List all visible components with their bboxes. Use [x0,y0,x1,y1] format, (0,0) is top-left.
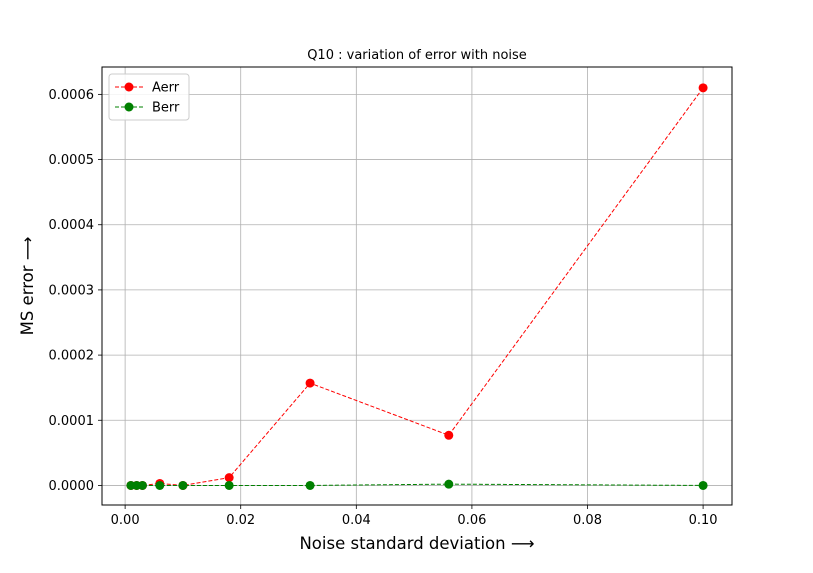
data-point-aerr [444,430,454,440]
x-tick-label: 0.06 [457,513,486,528]
y-tick-label: 0.0006 [49,88,95,103]
grid [102,67,732,505]
y-tick-label: 0.0002 [49,349,95,364]
legend-label-berr: Berr [152,101,180,116]
y-axis-label: MS error ⟶ [18,237,37,336]
series-layer [126,83,708,490]
chart-title: Q10 : variation of error with noise [307,48,527,63]
y-tick-label: 0.0000 [49,479,95,494]
legend: Aerr Berr [108,73,190,121]
x-axis-label: Noise standard deviation ⟶ [299,534,534,553]
data-point-aerr [698,83,708,93]
data-point-berr [155,480,165,490]
data-point-berr [137,480,147,490]
legend-swatch-marker-aerr [124,82,134,92]
x-tick-label: 0.00 [111,513,140,528]
data-point-aerr [305,378,315,388]
data-point-berr [178,480,188,490]
y-tick-label: 0.0001 [49,414,95,429]
ticks: 0.00 0.02 0.04 0.06 0.08 0.10 0.0000 0.0001 0.00… [49,88,718,528]
x-tick-label: 0.04 [342,513,371,528]
data-point-berr [305,480,315,490]
legend-label-aerr: Aerr [152,81,180,96]
y-tick-label: 0.0004 [49,218,95,233]
data-point-berr [698,480,708,490]
legend-swatch-marker-berr [124,102,134,112]
x-tick-label: 0.10 [689,513,718,528]
y-tick-label: 0.0003 [49,283,95,298]
y-tick-label: 0.0005 [49,153,95,168]
data-point-berr [224,480,234,490]
data-point-berr [444,479,454,489]
plot-frame [101,66,733,506]
x-tick-label: 0.02 [226,513,255,528]
x-tick-label: 0.08 [573,513,602,528]
data-point-aerr [224,473,234,483]
